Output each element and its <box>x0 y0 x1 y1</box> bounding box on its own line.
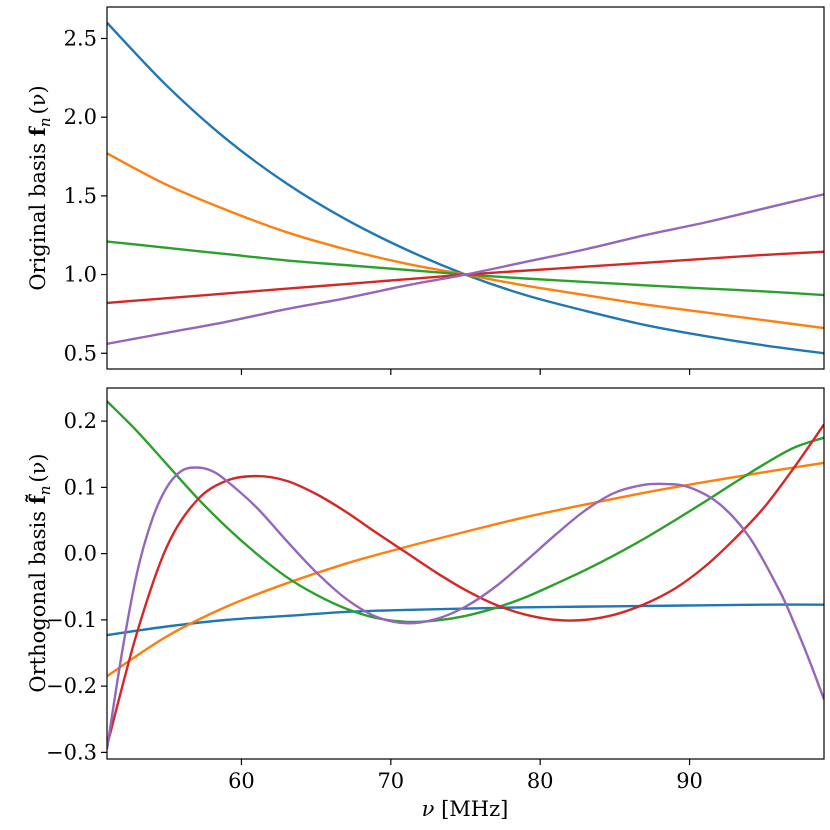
top-series-f2 <box>107 240 824 297</box>
bottom-axes-frame <box>106 387 825 760</box>
bottom-series-g0 <box>107 603 824 637</box>
bottom-xtick-label: 90 <box>676 769 703 793</box>
top-series-f1 <box>107 152 824 330</box>
top-ytick-label: 2.0 <box>64 105 97 129</box>
bottom-series-g4 <box>107 466 824 750</box>
bottom-series-lines <box>107 400 824 750</box>
bottom-series-g1 <box>107 461 824 678</box>
top-ytick-label: 0.5 <box>64 341 97 365</box>
top-axes-frame <box>106 6 825 370</box>
bottom-ylabel: Orthogonal basis f̃n(ν) <box>25 453 54 692</box>
bottom-ytick-label: 0.2 <box>64 409 97 433</box>
bottom-ytick-label: 0.1 <box>64 475 97 499</box>
top-ytick-label: 2.5 <box>64 26 97 50</box>
top-ticks: 0.5 1.0 1.5 2.0 2.5 <box>64 26 691 375</box>
bottom-ytick-label: 0.0 <box>64 542 97 566</box>
top-panel: 0.5 1.0 1.5 2.0 2.5 Original basis fn(ν) <box>25 6 825 375</box>
top-ytick-label: 1.0 <box>64 263 97 287</box>
top-series-f4 <box>107 193 824 346</box>
top-series-f3 <box>107 250 824 305</box>
bottom-ytick-label: −0.2 <box>46 674 97 698</box>
bottom-ticks: 60 70 80 90 −0.3 −0.2 −0.1 0.0 0.1 0.2 <box>46 409 703 793</box>
bottom-panel: 60 70 80 90 −0.3 −0.2 −0.1 0.0 0.1 0.2 Orthogonal… <box>25 387 825 821</box>
bottom-series-g3 <box>107 423 824 747</box>
bottom-ytick-label: −0.3 <box>46 740 97 764</box>
top-series-f0 <box>107 21 824 355</box>
bottom-xtick-label: 60 <box>228 769 255 793</box>
bottom-xtick-label: 80 <box>527 769 554 793</box>
top-ylabel: Original basis fn(ν) <box>25 85 54 290</box>
bottom-xtick-label: 70 <box>377 769 404 793</box>
top-ytick-label: 1.5 <box>64 184 97 208</box>
bottom-ytick-label: −0.1 <box>46 608 97 632</box>
bottom-xlabel: ν [MHz] <box>422 797 509 821</box>
bottom-series-g2 <box>107 400 824 624</box>
top-series-lines <box>107 21 824 355</box>
